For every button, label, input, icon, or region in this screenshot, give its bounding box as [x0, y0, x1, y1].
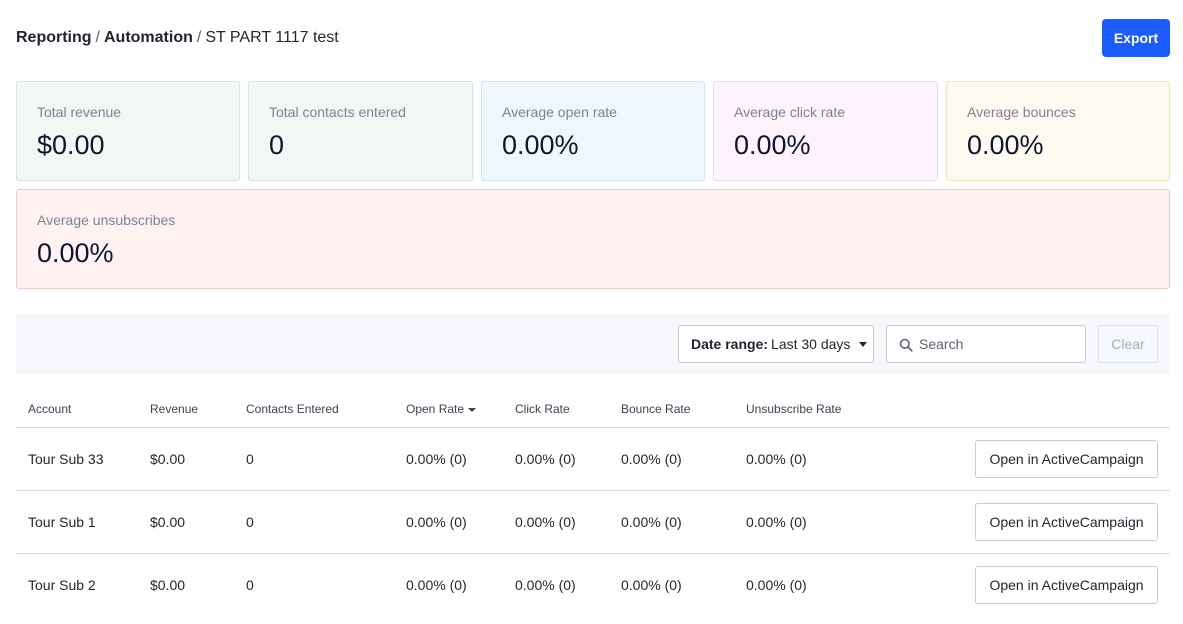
- chevron-down-icon: [859, 341, 868, 347]
- sort-desc-icon: [468, 407, 477, 412]
- column-header-label: Open Rate: [406, 402, 465, 416]
- table-row: Tour Sub 33 $0.00 0 0.00% (0) 0.00% (0) …: [16, 428, 1170, 491]
- column-header-click-rate[interactable]: Click Rate: [515, 402, 570, 416]
- stat-label: Total revenue: [37, 104, 122, 120]
- cell-unsubscribe-rate: 0.00% (0): [746, 577, 807, 593]
- stat-label: Average bounces: [967, 104, 1076, 120]
- column-header-account[interactable]: Account: [28, 402, 72, 416]
- stat-card-total-contacts: Total contacts entered 0: [248, 81, 473, 181]
- cell-bounce-rate: 0.00% (0): [621, 577, 682, 593]
- cell-account: Tour Sub 1: [28, 514, 96, 530]
- table-row: Tour Sub 2 $0.00 0 0.00% (0) 0.00% (0) 0…: [16, 554, 1170, 617]
- cell-account: Tour Sub 33: [28, 451, 104, 467]
- stat-label: Average unsubscribes: [37, 212, 176, 228]
- stat-value: 0: [269, 130, 285, 160]
- cell-click-rate: 0.00% (0): [515, 577, 576, 593]
- open-in-activecampaign-button[interactable]: Open in ActiveCampaign: [975, 440, 1158, 478]
- search-box[interactable]: [886, 325, 1086, 363]
- breadcrumb-automation[interactable]: Automation: [104, 29, 193, 46]
- cell-revenue: $0.00: [150, 577, 186, 593]
- stat-card-bounces: Average bounces 0.00%: [946, 81, 1170, 181]
- cell-bounce-rate: 0.00% (0): [621, 451, 682, 467]
- page-header: Reporting / Automation / ST PART 1117 test E…: [16, 19, 1170, 57]
- cell-click-rate: 0.00% (0): [515, 514, 576, 530]
- stat-card-unsubscribes: Average unsubscribes 0.00%: [16, 189, 1170, 289]
- cell-unsubscribe-rate: 0.00% (0): [746, 451, 807, 467]
- stat-card-open-rate: Average open rate 0.00%: [481, 81, 705, 181]
- accounts-table: Account Revenue Contacts Entered Open Ra…: [16, 390, 1170, 617]
- column-header-revenue[interactable]: Revenue: [150, 402, 199, 416]
- date-range-value: Last 30 days: [771, 336, 851, 352]
- breadcrumb-separator: /: [95, 29, 100, 46]
- column-header-contacts[interactable]: Contacts Entered: [246, 402, 339, 416]
- stat-label: Average click rate: [734, 104, 846, 120]
- stat-label: Total contacts entered: [269, 104, 406, 120]
- column-header-unsubscribe-rate[interactable]: Unsubscribe Rate: [746, 402, 842, 416]
- open-in-activecampaign-button[interactable]: Open in ActiveCampaign: [975, 566, 1158, 604]
- column-header-open-rate[interactable]: Open Rate: [406, 402, 477, 416]
- cell-open-rate: 0.00% (0): [406, 514, 467, 530]
- clear-button[interactable]: Clear: [1098, 325, 1158, 363]
- cell-open-rate: 0.00% (0): [406, 577, 467, 593]
- search-icon: [899, 338, 913, 352]
- stat-value: 0.00%: [967, 130, 1044, 160]
- stat-value: 0.00%: [734, 130, 811, 160]
- table-row: Tour Sub 1 $0.00 0 0.00% (0) 0.00% (0) 0…: [16, 491, 1170, 554]
- breadcrumb-reporting[interactable]: Reporting: [16, 29, 92, 46]
- cell-contacts: 0: [246, 577, 254, 593]
- cell-revenue: $0.00: [150, 451, 186, 467]
- column-header-bounce-rate[interactable]: Bounce Rate: [621, 402, 691, 416]
- cell-contacts: 0: [246, 514, 254, 530]
- stat-card-click-rate: Average click rate 0.00%: [713, 81, 938, 181]
- stat-value: 0.00%: [37, 238, 114, 268]
- breadcrumb-separator: /: [196, 29, 202, 46]
- cell-account: Tour Sub 2: [28, 577, 96, 593]
- cell-open-rate: 0.00% (0): [406, 451, 467, 467]
- stat-card-total-revenue: Total revenue $0.00: [16, 81, 240, 181]
- cell-bounce-rate: 0.00% (0): [621, 514, 682, 530]
- open-in-activecampaign-button[interactable]: Open in ActiveCampaign: [975, 503, 1158, 541]
- export-button[interactable]: Export: [1102, 19, 1170, 57]
- cell-revenue: $0.00: [150, 514, 186, 530]
- breadcrumb: Reporting / Automation / ST PART 1117 test: [16, 28, 339, 48]
- cell-click-rate: 0.00% (0): [515, 451, 576, 467]
- table-header: Account Revenue Contacts Entered Open Ra…: [16, 390, 1170, 428]
- stat-value: $0.00: [37, 130, 105, 160]
- date-range-dropdown[interactable]: Date range: Last 30 days: [678, 325, 874, 363]
- breadcrumb-current: ST PART 1117 test: [205, 29, 339, 46]
- stat-label: Average open rate: [502, 104, 617, 120]
- filter-toolbar: Date range: Last 30 days Clear: [16, 313, 1170, 375]
- stat-value: 0.00%: [502, 130, 579, 160]
- cell-unsubscribe-rate: 0.00% (0): [746, 514, 807, 530]
- cell-contacts: 0: [246, 451, 254, 467]
- date-range-label: Date range:: [691, 336, 769, 352]
- search-input[interactable]: [919, 326, 1079, 362]
